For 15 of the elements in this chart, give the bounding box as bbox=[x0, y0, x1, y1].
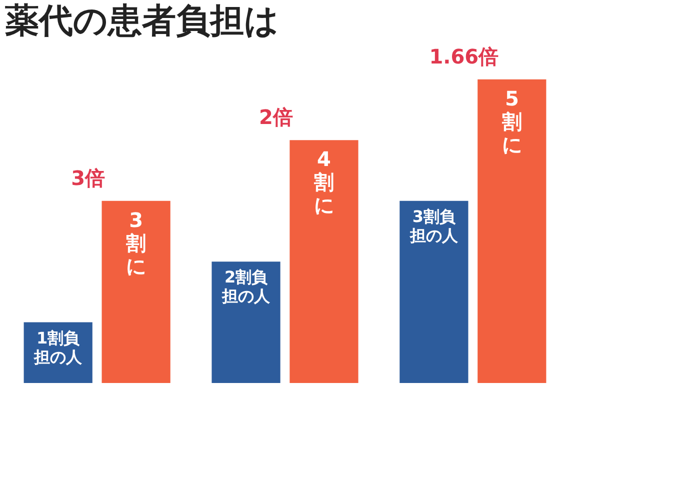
bar bbox=[102, 200, 170, 383]
data-label: 2割負担の人 bbox=[221, 268, 272, 306]
bar bbox=[400, 200, 468, 383]
data-label: 3割に bbox=[125, 208, 146, 278]
chart-title: 薬代の患者負担は bbox=[5, 1, 279, 41]
annotation: 3倍 bbox=[71, 166, 106, 190]
annotation: 2倍 bbox=[259, 105, 293, 130]
data-label: 1割負担の人 bbox=[33, 328, 84, 366]
text: 1.66倍 bbox=[429, 44, 499, 68]
bar bbox=[478, 79, 546, 383]
bar bbox=[212, 262, 280, 383]
data-label: 3割負担の人 bbox=[408, 206, 459, 245]
data-label: 5割に bbox=[500, 86, 522, 156]
data-label: 4割に bbox=[312, 147, 334, 218]
bar bbox=[290, 140, 358, 383]
